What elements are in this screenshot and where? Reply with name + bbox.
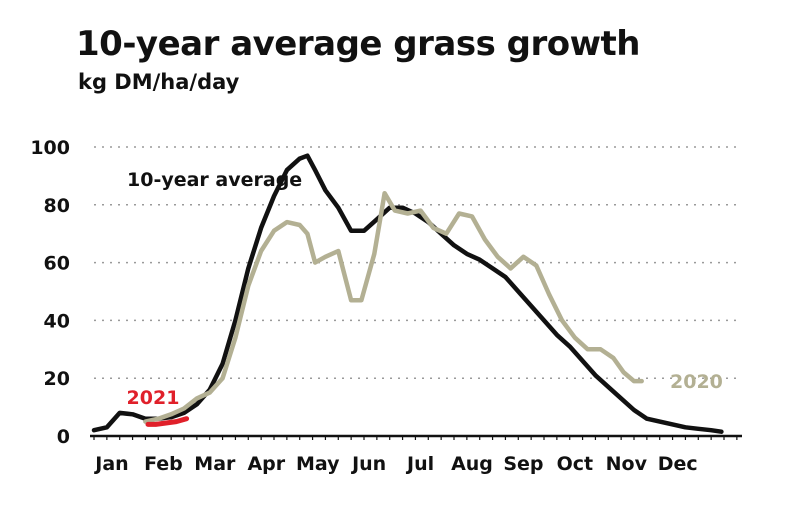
y-tick-label: 60 [44, 253, 70, 275]
chart-title: 10-year average grass growth [76, 24, 641, 64]
x-tick-label: Mar [194, 453, 236, 475]
series-label-2020: 2020 [670, 371, 723, 393]
x-tick-label: Apr [247, 453, 285, 475]
series-label-2021: 2021 [127, 387, 180, 409]
x-tick-label: Jan [93, 453, 128, 475]
series-label-10-year-average: 10-year average [127, 169, 302, 191]
x-tick-label: Jul [405, 453, 434, 475]
chart-subtitle: kg DM/ha/day [78, 70, 240, 94]
x-tick-label: Oct [557, 453, 594, 475]
y-tick-label: 20 [44, 368, 70, 390]
x-tick-label: Dec [658, 453, 698, 475]
y-tick-label: 0 [57, 426, 70, 448]
y-tick-label: 40 [44, 310, 70, 332]
y-tick-label: 100 [30, 137, 70, 159]
x-tick-label: Jun [350, 453, 386, 475]
y-tick-label: 80 [44, 195, 70, 217]
series-line-2021 [145, 416, 190, 427]
series-line-2020 [143, 190, 644, 424]
x-tick-label: Feb [144, 453, 183, 475]
series-line-10-year-average [91, 153, 724, 434]
x-tick-label: Sep [503, 453, 543, 475]
x-tick-label: May [296, 453, 340, 475]
x-tick-label: Aug [451, 453, 493, 475]
x-tick-label: Nov [606, 453, 648, 475]
